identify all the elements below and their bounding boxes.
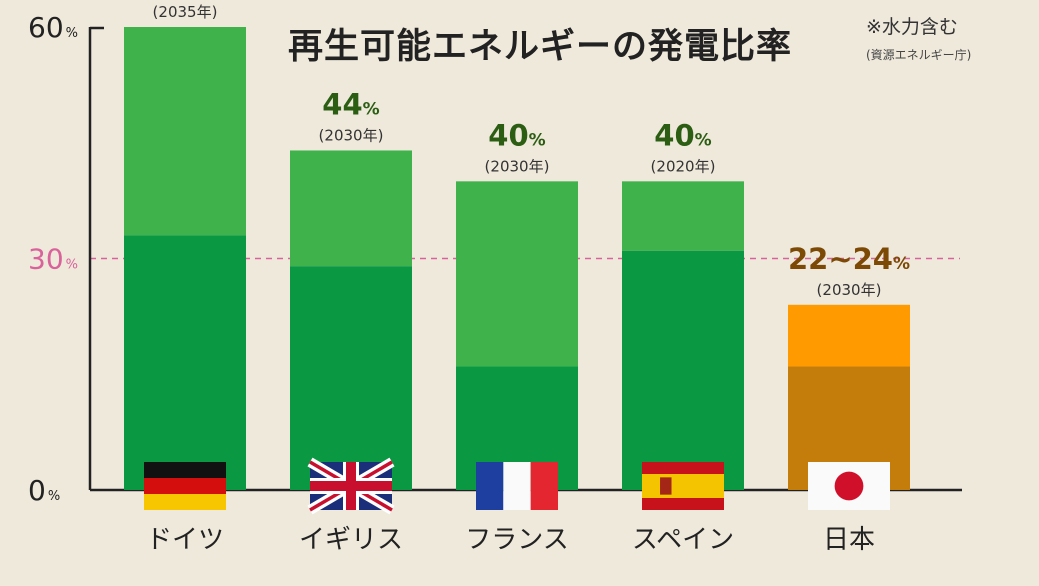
bar-value-label: 40% — [654, 118, 711, 152]
bar-year-label: (2030年) — [817, 281, 882, 299]
bar-upper-segment — [124, 27, 246, 236]
spain-flag — [642, 462, 724, 510]
bar-upper-segment — [290, 150, 412, 267]
bar-lower-segment — [290, 266, 412, 490]
bar-value-label: 22~24% — [788, 242, 910, 276]
bar-value-label: 40% — [488, 118, 545, 152]
category-label: 日本 — [823, 525, 875, 555]
bars — [124, 27, 910, 490]
france-flag — [476, 462, 558, 510]
bar-upper-segment — [456, 181, 578, 367]
category-label: イギリス — [299, 525, 403, 555]
category-label: ドイツ — [146, 525, 224, 555]
y-tick-label: 60% — [28, 11, 78, 44]
bar-upper-segment — [622, 181, 744, 251]
y-tick-label: 0% — [28, 474, 60, 507]
bar-lower-segment — [622, 250, 744, 490]
category-label: フランス — [465, 525, 568, 555]
bar-year-label: (2030年) — [485, 157, 550, 175]
chart-note: ※水力含む — [866, 16, 958, 38]
chart-source: (資源エネルギー庁) — [866, 48, 972, 62]
bar-year-label: (2030年) — [319, 126, 384, 144]
flags — [144, 457, 890, 515]
germany-flag — [144, 462, 226, 510]
bar-value-label: 44% — [322, 87, 379, 121]
labels: 55~60%(2035年)ドイツ44%(2030年)イギリス40%(2030年)… — [28, 3, 910, 555]
y-tick-label: 30% — [28, 243, 78, 276]
chart-title: 再生可能エネルギーの発電比率 — [288, 27, 793, 67]
bar-year-label: (2020年) — [651, 157, 716, 175]
bar-lower-segment — [124, 235, 246, 490]
bar-upper-segment — [788, 304, 910, 367]
category-label: スペイン — [632, 525, 734, 555]
bar-year-label: (2035年) — [153, 3, 218, 21]
japan-flag — [808, 462, 890, 510]
uk-flag — [307, 457, 395, 515]
